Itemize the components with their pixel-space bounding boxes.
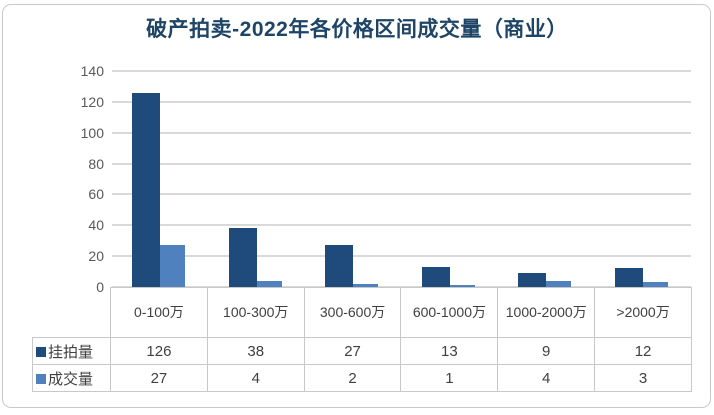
category-header-row: 0-100万 100-300万 300-600万 600-1000万 1000-2000… <box>33 287 692 338</box>
value-cell: 126 <box>110 337 208 365</box>
value-cell: 9 <box>497 337 596 365</box>
bar-成交量-100-300万 <box>256 280 282 287</box>
y-axis-tick-label: 60 <box>88 186 104 203</box>
gridline-y40 <box>112 224 691 227</box>
bar-挂拍量-100-300万 <box>228 228 257 287</box>
category-header-cell: 1000-2000万 <box>497 287 596 338</box>
value-cell: 27 <box>303 337 402 365</box>
gridline-y100 <box>112 131 691 134</box>
category-header-cell: >2000万 <box>594 287 692 338</box>
bar-挂拍量-600-1000万 <box>421 266 450 287</box>
bar-挂拍量-1000-2000万 <box>518 273 547 287</box>
value-cell: 27 <box>110 364 208 392</box>
value-cell: 4 <box>497 364 596 392</box>
bar-成交量-300-600万 <box>353 283 379 287</box>
y-axis-tick-label: 120 <box>80 93 104 110</box>
gridline-y60 <box>112 193 691 196</box>
value-cell: 12 <box>594 337 692 365</box>
category-header-cell: 100-300万 <box>206 287 305 338</box>
gridline-y120 <box>112 100 691 103</box>
value-cell: 38 <box>206 337 305 365</box>
table-corner-cell <box>33 288 111 338</box>
data-table: 0-100万 100-300万 300-600万 600-1000万 1000-2000… <box>32 287 692 392</box>
category-header-cell: 600-1000万 <box>400 287 499 338</box>
y-axis-tick-label: 0 <box>96 279 104 295</box>
y-axis-tick-label: 140 <box>80 63 104 79</box>
legend-swatch-icon <box>36 346 46 357</box>
value-cell: 1 <box>400 364 499 392</box>
bar-挂拍量-300-600万 <box>325 245 354 287</box>
bar-挂拍量->2000万 <box>614 268 643 287</box>
bar-成交量-1000-2000万 <box>546 280 572 287</box>
value-cell: 13 <box>400 337 499 365</box>
y-axis-tick-label: 100 <box>80 124 104 141</box>
legend-swatch-icon <box>36 373 46 384</box>
value-cell: 4 <box>206 364 305 392</box>
gridline-y80 <box>112 162 691 165</box>
chart-title: 破产拍卖-2022年各价格区间成交量（商业） <box>146 18 568 41</box>
gridline-y140 <box>112 70 691 72</box>
series-legend-cell: 成交量 <box>32 364 111 392</box>
bar-挂拍量-0-100万 <box>132 92 161 287</box>
gridline-y20 <box>112 255 691 258</box>
series-row-成交量: 成交量 27 4 2 1 4 3 <box>32 364 692 392</box>
value-cell: 3 <box>594 364 692 392</box>
y-axis-tick-label: 80 <box>88 155 104 172</box>
data-table-wrap: 0-100万 100-300万 300-600万 600-1000万 1000-2000… <box>32 287 692 392</box>
category-header-cell: 0-100万 <box>110 287 208 338</box>
bar-成交量-0-100万 <box>160 245 186 287</box>
series-legend-cell: 挂拍量 <box>32 337 111 365</box>
bar-成交量-600-1000万 <box>449 285 475 287</box>
y-axis-tick-label: 20 <box>88 248 104 265</box>
category-header-cell: 300-600万 <box>303 287 402 338</box>
value-cell: 2 <box>303 364 402 392</box>
y-axis-tick-label: 40 <box>88 217 104 234</box>
bar-成交量->2000万 <box>642 282 668 287</box>
series-row-挂拍量: 挂拍量 126 38 27 13 9 12 <box>32 337 692 365</box>
